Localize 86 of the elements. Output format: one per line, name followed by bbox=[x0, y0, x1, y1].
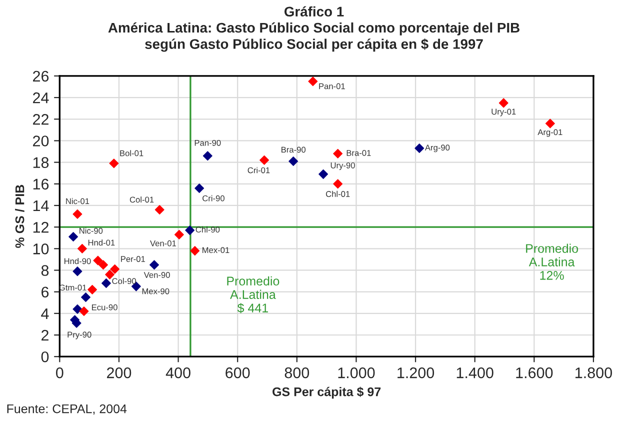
point bbox=[81, 292, 90, 302]
point bbox=[185, 226, 195, 236]
y-tick-label: 24 bbox=[33, 92, 49, 104]
point bbox=[545, 118, 555, 128]
annotation: Nic-90 bbox=[80, 228, 103, 234]
annotation: Hnd-01 bbox=[88, 240, 115, 246]
annotation: Arg-01 bbox=[538, 129, 562, 137]
x-tick-label: 200 bbox=[106, 367, 132, 378]
y-tick-label: 22 bbox=[33, 114, 48, 125]
x-tick-label: 0 bbox=[56, 367, 64, 378]
point bbox=[88, 284, 98, 294]
point bbox=[72, 209, 82, 219]
annotation: Col-90 bbox=[112, 278, 136, 284]
x-tick-label: 1.000 bbox=[338, 367, 375, 378]
point bbox=[68, 232, 78, 242]
y-tick-label: 20 bbox=[33, 136, 49, 146]
annotation: Pan-01 bbox=[319, 83, 345, 90]
annotation: Bol-01 bbox=[120, 150, 144, 156]
point bbox=[288, 156, 298, 166]
point bbox=[79, 306, 89, 316]
x-tick-label: 600 bbox=[226, 367, 250, 378]
annotation: Col-01 bbox=[130, 196, 154, 203]
x-tick-label: 1.600 bbox=[516, 367, 553, 378]
y-tick-label: 10 bbox=[33, 244, 49, 254]
annotation: Ven-01 bbox=[150, 240, 176, 246]
y-tick-label: 26 bbox=[33, 70, 49, 82]
y-tick-label: 0 bbox=[41, 351, 49, 362]
point bbox=[150, 260, 160, 270]
point bbox=[498, 98, 508, 108]
annotation: Mex-01 bbox=[202, 247, 230, 254]
annotation: Cri-01 bbox=[248, 167, 270, 174]
y-tick-label: 2 bbox=[42, 330, 48, 341]
annotation: Per-01 bbox=[121, 256, 145, 262]
annotation: Ecu-90 bbox=[92, 304, 118, 310]
point bbox=[154, 205, 164, 215]
point bbox=[110, 264, 120, 274]
x-tick-label: 1.200 bbox=[398, 367, 434, 378]
point bbox=[190, 246, 200, 256]
annotation: Bra-01 bbox=[346, 150, 371, 156]
x-tick-label: 800 bbox=[284, 367, 310, 378]
point bbox=[194, 183, 204, 193]
chart-title: Gráfico 1 América Latina: Gasto Público Social como porcentaje del PIB según Gasto Público Social per cápita en $ de 1997 bbox=[108, 6, 520, 52]
point bbox=[77, 244, 87, 254]
point bbox=[202, 151, 212, 161]
annotation: Pan-90 bbox=[194, 140, 221, 146]
source-note: Fuente: CEPAL, 2004 bbox=[7, 404, 127, 415]
annotation: Nic-01 bbox=[66, 198, 90, 204]
point bbox=[174, 230, 184, 240]
annotation: Pry-90 bbox=[68, 332, 92, 340]
x-axis-title: GS Per cápita $ 97 bbox=[272, 386, 381, 399]
annotation: Hnd-90 bbox=[64, 258, 91, 264]
y-axis-title: % GS / PIB bbox=[15, 184, 24, 248]
point bbox=[333, 148, 343, 158]
point bbox=[260, 155, 270, 165]
point bbox=[333, 179, 343, 189]
y-tick-label: 4 bbox=[41, 308, 49, 319]
annotation: Bra-90 bbox=[282, 146, 306, 153]
point bbox=[93, 256, 103, 266]
point bbox=[101, 278, 111, 288]
point bbox=[308, 76, 318, 86]
point bbox=[414, 144, 424, 154]
annotation: Chl-90 bbox=[196, 226, 220, 233]
point bbox=[98, 260, 108, 270]
x-tick-label: 1.800 bbox=[576, 367, 612, 378]
y-tick-label: 6 bbox=[42, 286, 49, 298]
ref-line-label: Promedio A.Latina 12% bbox=[526, 244, 578, 280]
annotation: Arg-90 bbox=[424, 144, 450, 152]
annotation: Chl-01 bbox=[326, 190, 350, 197]
y-tick-label: 16 bbox=[33, 178, 49, 190]
y-tick-label: 18 bbox=[33, 157, 49, 168]
y-tick-label: 12 bbox=[33, 222, 48, 233]
y-tick-label: 8 bbox=[41, 265, 49, 276]
point bbox=[109, 158, 119, 168]
annotation: Mex-90 bbox=[142, 288, 170, 294]
ref-line-label: Promedio A.Latina $ 441 bbox=[227, 276, 280, 314]
x-tick-label: 400 bbox=[166, 367, 190, 378]
y-tick-label: 14 bbox=[33, 200, 49, 212]
annotation: Ury-90 bbox=[330, 162, 355, 170]
annotation: Ury-01 bbox=[492, 108, 516, 116]
point bbox=[72, 266, 82, 276]
annotation: Ven-90 bbox=[144, 272, 170, 278]
point bbox=[72, 304, 82, 314]
point bbox=[105, 270, 115, 280]
annotation: Cri-90 bbox=[202, 195, 224, 202]
x-tick-label: 1.400 bbox=[456, 367, 494, 378]
point bbox=[318, 169, 328, 179]
